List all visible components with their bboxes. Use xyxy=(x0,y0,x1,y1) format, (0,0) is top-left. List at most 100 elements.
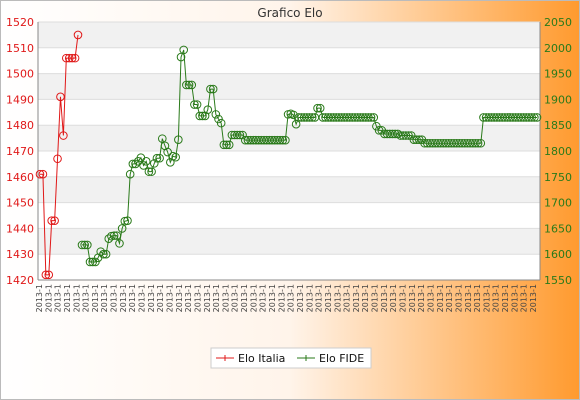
data-point-elo-fide xyxy=(388,129,397,139)
data-point-elo-fide xyxy=(307,113,317,122)
data-point-elo-fide xyxy=(144,167,154,176)
x-tick-label: 2013-1 xyxy=(380,284,389,312)
data-point-elo-fide xyxy=(216,118,226,128)
x-tick-label: 2013-1 xyxy=(259,284,268,312)
y-left-tick-label: 1470 xyxy=(6,145,34,158)
data-point-elo-fide xyxy=(157,134,167,143)
x-tick-label: 2013-1 xyxy=(231,284,240,312)
x-tick-label: 2013-1 xyxy=(212,284,221,312)
data-point-elo-fide xyxy=(99,249,108,259)
x-tick-label: 2013-1 xyxy=(147,284,156,312)
x-tick-label: 2013-1 xyxy=(389,284,398,312)
x-tick-label: 2013-1 xyxy=(399,284,408,312)
data-point-elo-fide xyxy=(179,45,189,55)
y-left-tick-label: 1420 xyxy=(6,274,34,287)
x-tick-label: 2013-1 xyxy=(408,284,417,312)
x-tick-label: 2013-1 xyxy=(63,284,72,312)
data-point-elo-fide xyxy=(473,138,483,148)
x-tick-label: 2013-1 xyxy=(445,284,454,312)
data-point-elo-fide xyxy=(77,240,87,250)
x-tick-label: 2013-1 xyxy=(296,284,305,312)
data-point-elo-fide xyxy=(211,110,221,119)
y-right-tick-label: 1600 xyxy=(544,248,572,261)
x-tick-label: 2013-1 xyxy=(436,284,445,312)
x-tick-label: 2013-1 xyxy=(193,284,202,312)
data-point-elo-fide xyxy=(163,147,172,157)
chart-title: Grafico Elo xyxy=(257,6,322,20)
x-tick-label: 2013-1 xyxy=(520,284,529,312)
y-right-tick-label: 1800 xyxy=(544,145,572,158)
data-point-elo-fide xyxy=(112,231,122,240)
data-point-elo-fide xyxy=(117,224,127,233)
data-point-elo-fide xyxy=(404,131,413,140)
y-left-tick-label: 1490 xyxy=(6,93,34,106)
data-point-elo-fide xyxy=(115,239,124,248)
data-point-elo-fide xyxy=(232,130,242,140)
data-point-elo-fide xyxy=(206,84,215,94)
y-right-tick-label: 1900 xyxy=(544,93,572,106)
data-point-elo-fide xyxy=(369,113,379,122)
x-tick-label: 2013-1 xyxy=(82,284,91,312)
grid-band xyxy=(38,22,540,48)
data-point-elo-fide xyxy=(203,105,213,115)
data-point-elo-italia xyxy=(44,270,54,280)
data-point-elo-fide xyxy=(275,135,285,145)
x-tick-label: 2013-1 xyxy=(277,284,286,312)
data-point-elo-italia xyxy=(70,53,80,63)
data-point-elo-fide xyxy=(123,216,132,225)
grid-band xyxy=(38,176,540,203)
x-tick-label: 2013-1 xyxy=(268,284,277,312)
x-tick-label: 2013-1 xyxy=(221,284,230,312)
data-point-elo-fide xyxy=(80,240,89,250)
x-tick-label: 2013-1 xyxy=(54,284,63,312)
data-point-elo-fide xyxy=(235,130,245,140)
data-point-elo-italia xyxy=(62,53,71,63)
data-point-elo-fide xyxy=(184,80,194,90)
x-tick-label: 2013-1 xyxy=(128,284,137,312)
x-tick-label: 2013-1 xyxy=(240,284,249,312)
data-point-elo-fide xyxy=(364,113,373,122)
data-point-elo-fide xyxy=(109,231,119,240)
x-tick-label: 2013-1 xyxy=(361,284,370,312)
data-point-elo-fide xyxy=(174,135,183,144)
data-point-elo-italia xyxy=(73,30,83,40)
data-point-elo-italia xyxy=(64,53,74,63)
x-tick-label: 2013-1 xyxy=(315,284,324,312)
data-point-elo-italia xyxy=(38,169,48,179)
x-tick-label: 2013-1 xyxy=(91,284,100,312)
legend-marker-elo-fide xyxy=(303,355,309,361)
y-left-tick-label: 1510 xyxy=(6,42,34,55)
x-tick-label: 2013-1 xyxy=(352,284,361,312)
y-right-tick-label: 2000 xyxy=(544,42,572,55)
y-left-tick-label: 1500 xyxy=(6,68,34,81)
data-point-elo-fide xyxy=(278,135,288,145)
data-point-elo-fide xyxy=(198,111,207,121)
x-tick-label: 2013-1 xyxy=(426,284,435,312)
x-tick-label: 2013-1 xyxy=(343,284,352,312)
data-point-elo-fide xyxy=(281,135,290,145)
legend: Elo Italia Elo FIDE xyxy=(210,347,372,369)
legend-label-elo-italia: Elo Italia xyxy=(238,352,285,365)
grid-band xyxy=(38,73,540,100)
data-point-elo-fide xyxy=(401,131,411,140)
data-point-elo-fide xyxy=(224,140,234,150)
x-tick-label: 2013-1 xyxy=(138,284,147,312)
data-point-elo-fide xyxy=(190,100,199,109)
x-tick-label: 2013-1 xyxy=(501,284,510,312)
x-tick-label: 2013-1 xyxy=(333,284,342,312)
data-point-elo-fide xyxy=(208,84,218,94)
data-point-elo-fide xyxy=(315,103,325,113)
data-point-elo-fide xyxy=(238,130,247,140)
y-right-tick-label: 1550 xyxy=(544,274,572,287)
data-point-elo-fide xyxy=(147,167,156,176)
y-left-tick-label: 1430 xyxy=(6,248,34,261)
x-tick-label: 2013-1 xyxy=(72,284,81,312)
y-left-tick-label: 1440 xyxy=(6,222,34,235)
data-point-elo-fide xyxy=(182,80,191,90)
legend-box xyxy=(210,347,372,369)
data-point-elo-fide xyxy=(88,257,98,267)
x-tick-label: 2013-1 xyxy=(417,284,426,312)
data-point-elo-fide xyxy=(85,257,95,267)
y-right-tick-label: 1950 xyxy=(544,68,572,81)
